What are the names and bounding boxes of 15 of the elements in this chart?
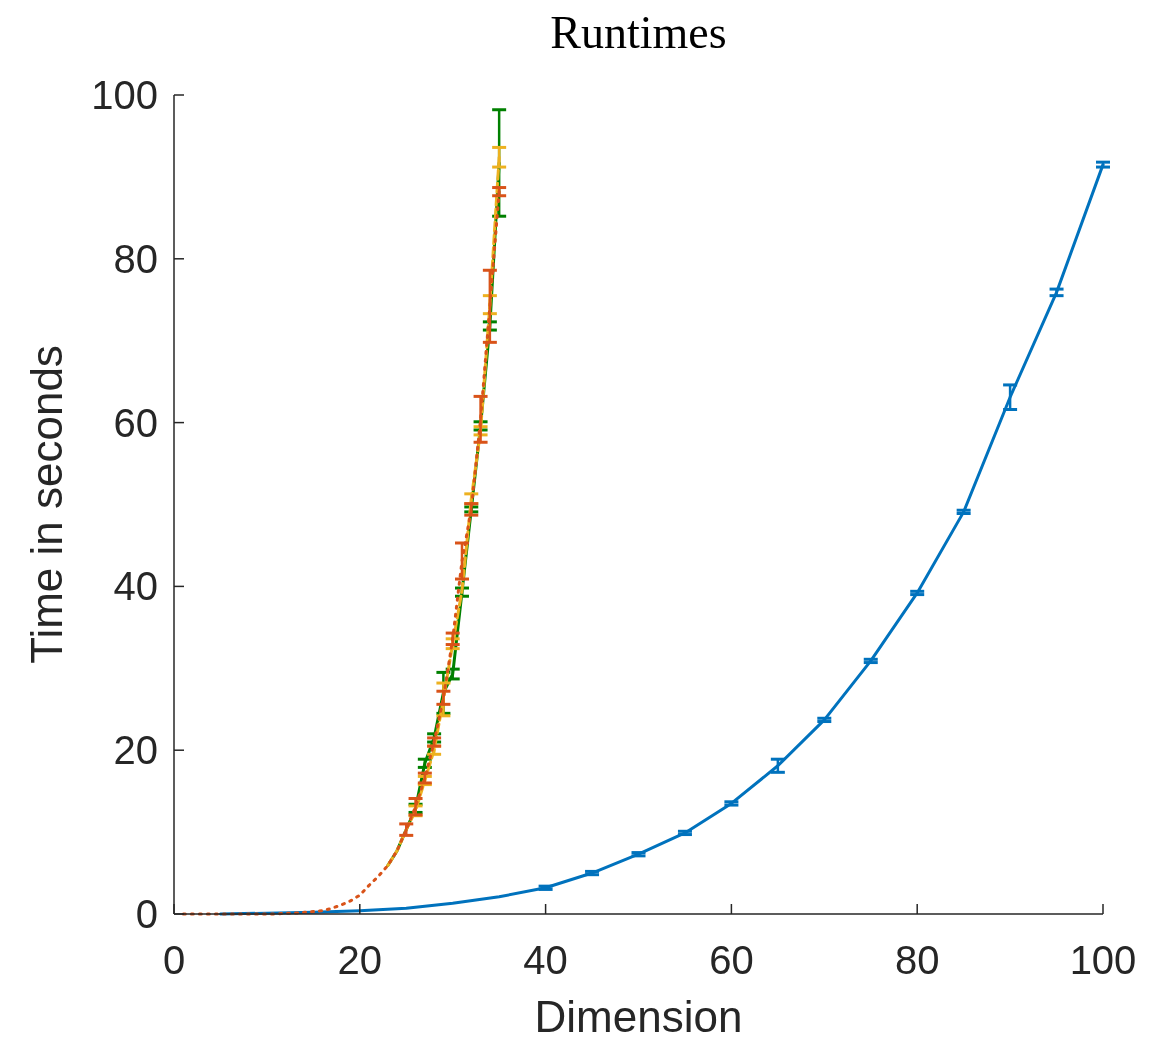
y-tick-label: 20 bbox=[113, 728, 158, 773]
x-tick-label: 40 bbox=[523, 938, 568, 982]
y-tick-label: 40 bbox=[113, 564, 158, 609]
y-tick-label: 100 bbox=[91, 73, 158, 117]
y-axis-title: Time in seconds bbox=[22, 345, 71, 664]
chart-title: Runtimes bbox=[550, 7, 727, 58]
x-tick-label: 80 bbox=[894, 938, 940, 982]
x-tick-label: 0 bbox=[162, 938, 186, 982]
x-axis-title: Dimension bbox=[534, 992, 743, 1041]
x-tick-label: 20 bbox=[337, 938, 383, 982]
y-tick-label: 0 bbox=[135, 892, 158, 936]
x-tick-label: 100 bbox=[1069, 938, 1137, 982]
y-tick-label: 80 bbox=[113, 236, 158, 281]
x-tick-label: 60 bbox=[709, 938, 754, 982]
y-tick-label: 60 bbox=[113, 400, 158, 445]
